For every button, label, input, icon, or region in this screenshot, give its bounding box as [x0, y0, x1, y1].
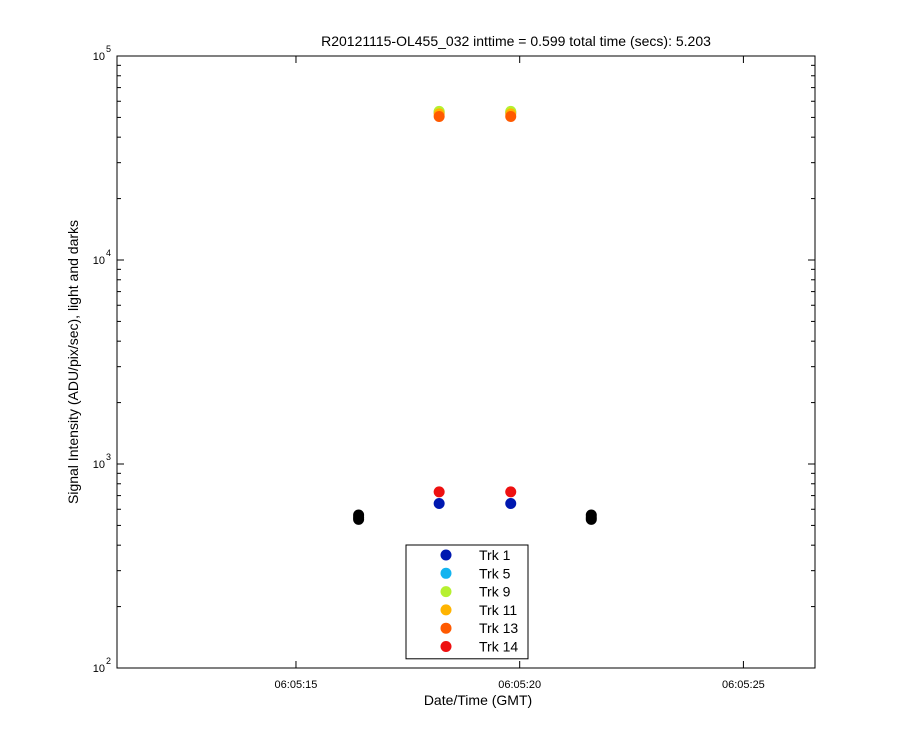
chart-title: R20121115-OL455_032 inttime = 0.599 tota… [321, 33, 711, 49]
y-tick-exponent: 4 [106, 248, 111, 258]
trk-14-point [505, 486, 517, 498]
legend-marker-trk-5 [440, 567, 452, 579]
trk-1-point [505, 498, 517, 510]
y-tick-label: 10 [93, 255, 105, 267]
trk-13-point [505, 111, 517, 123]
trk-14-point [433, 486, 445, 498]
y-tick-exponent: 3 [106, 452, 111, 462]
dark-point [585, 509, 597, 521]
y-axis-label: Signal Intensity (ADU/pix/sec), light an… [65, 220, 81, 504]
legend: Trk 1 Trk 5 Trk 9 Trk 11 Trk 13 Trk 14 [405, 544, 529, 660]
legend-marker-trk-9 [440, 586, 452, 598]
legend-label-trk-1: Trk 1 [479, 547, 511, 563]
legend-label-trk-11: Trk 11 [479, 602, 517, 618]
legend-marker-trk-11 [440, 604, 452, 616]
legend-box [405, 544, 529, 660]
trk-1-point [433, 498, 445, 510]
dark-point [353, 509, 365, 521]
x-tick-label: 06:05:15 [275, 679, 318, 691]
legend-label-trk-9: Trk 9 [479, 584, 511, 600]
y-tick-exponent: 5 [106, 44, 111, 54]
x-tick-label: 06:05:25 [722, 679, 765, 691]
y-tick-label: 10 [93, 459, 105, 471]
x-axis-label: Date/Time (GMT) [424, 692, 532, 708]
data-points [353, 105, 597, 525]
legend-label-trk-14: Trk 14 [479, 639, 518, 655]
legend-marker-trk-1 [440, 549, 452, 561]
legend-label-trk-13: Trk 13 [479, 620, 518, 636]
legend-marker-trk-13 [440, 622, 452, 634]
y-tick-label: 10 [93, 663, 105, 675]
trk-13-point [433, 111, 445, 123]
legend-marker-trk-14 [440, 641, 452, 652]
x-tick-label: 06:05:20 [498, 679, 541, 691]
y-tick-exponent: 2 [106, 656, 111, 666]
legend-label-trk-5: Trk 5 [479, 565, 511, 581]
y-tick-label: 10 [93, 51, 105, 63]
